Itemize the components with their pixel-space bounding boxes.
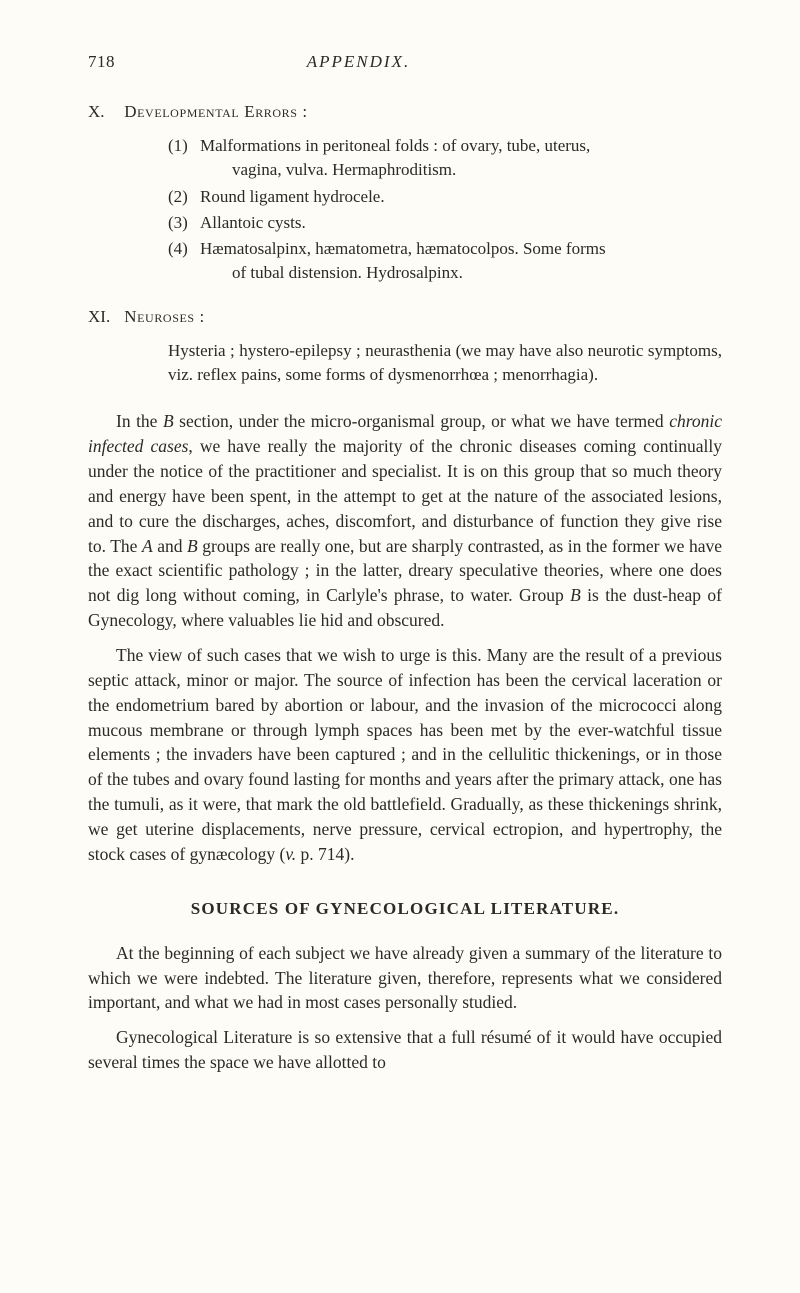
list-item-line: Malformations in peritoneal folds : of o… (200, 136, 590, 155)
list-item-body: Round ligament hydrocele. (200, 185, 722, 209)
list-item: (4) Hæmatosalpinx, hæmatometra, hæmatoco… (168, 237, 722, 285)
text-run: section, under the micro-organismal grou… (174, 411, 670, 431)
list-item: (1) Malformations in peritoneal folds : … (168, 134, 722, 182)
list-item-num: (1) (168, 134, 200, 182)
italic-run: B (163, 411, 174, 431)
subheading: SOURCES OF GYNECOLOGICAL LITERATURE. (88, 897, 722, 921)
list-item: (3) Allantoic cysts. (168, 211, 722, 235)
section-xi-body: Hysteria ; hystero-epilepsy ; neurasthen… (168, 339, 722, 387)
page: 718 APPENDIX. X. Developmental Errors : … (0, 0, 800, 1293)
section-xi-heading: XI. Neuroses : (88, 305, 722, 329)
list-item-num: (3) (168, 211, 200, 235)
text-run: In the (116, 411, 163, 431)
section-x-heading: X. Developmental Errors : (88, 100, 722, 124)
list-item-body: Malformations in peritoneal folds : of o… (200, 134, 722, 182)
body-paragraph: The view of such cases that we wish to u… (88, 643, 722, 867)
body-paragraph: At the beginning of each subject we have… (88, 941, 722, 1016)
page-number: 718 (88, 50, 115, 74)
italic-run: v. (285, 844, 296, 864)
section-xi-label: XI. (88, 305, 120, 329)
list-item-num: (4) (168, 237, 200, 285)
section-x-title: Developmental Errors : (124, 102, 307, 121)
running-title: APPENDIX. (307, 50, 410, 74)
section-xi-title: Neuroses : (124, 307, 205, 326)
text-run: and (153, 536, 187, 556)
italic-run: A (142, 536, 153, 556)
section-x-list: (1) Malformations in peritoneal folds : … (168, 134, 722, 285)
italic-run: B (570, 585, 581, 605)
list-item-line: Hæmatosalpinx, hæmatometra, hæmatocolpos… (200, 239, 606, 258)
list-item-body: Hæmatosalpinx, hæmatometra, hæmatocolpos… (200, 237, 722, 285)
list-item: (2) Round ligament hydrocele. (168, 185, 722, 209)
italic-run: B (187, 536, 198, 556)
body-paragraph: In the B section, under the micro-organi… (88, 409, 722, 633)
section-x-label: X. (88, 100, 120, 124)
list-item-body: Allantoic cysts. (200, 211, 722, 235)
text-run: p. 714). (296, 844, 354, 864)
body-paragraph: Gynecological Literature is so extensive… (88, 1025, 722, 1075)
running-header: 718 APPENDIX. (88, 50, 722, 74)
list-item-num: (2) (168, 185, 200, 209)
list-item-line: vagina, vulva. Hermaphroditism. (200, 158, 722, 182)
list-item-line: of tubal distension. Hydrosalpinx. (200, 261, 722, 285)
text-run: The view of such cases that we wish to u… (88, 645, 722, 864)
